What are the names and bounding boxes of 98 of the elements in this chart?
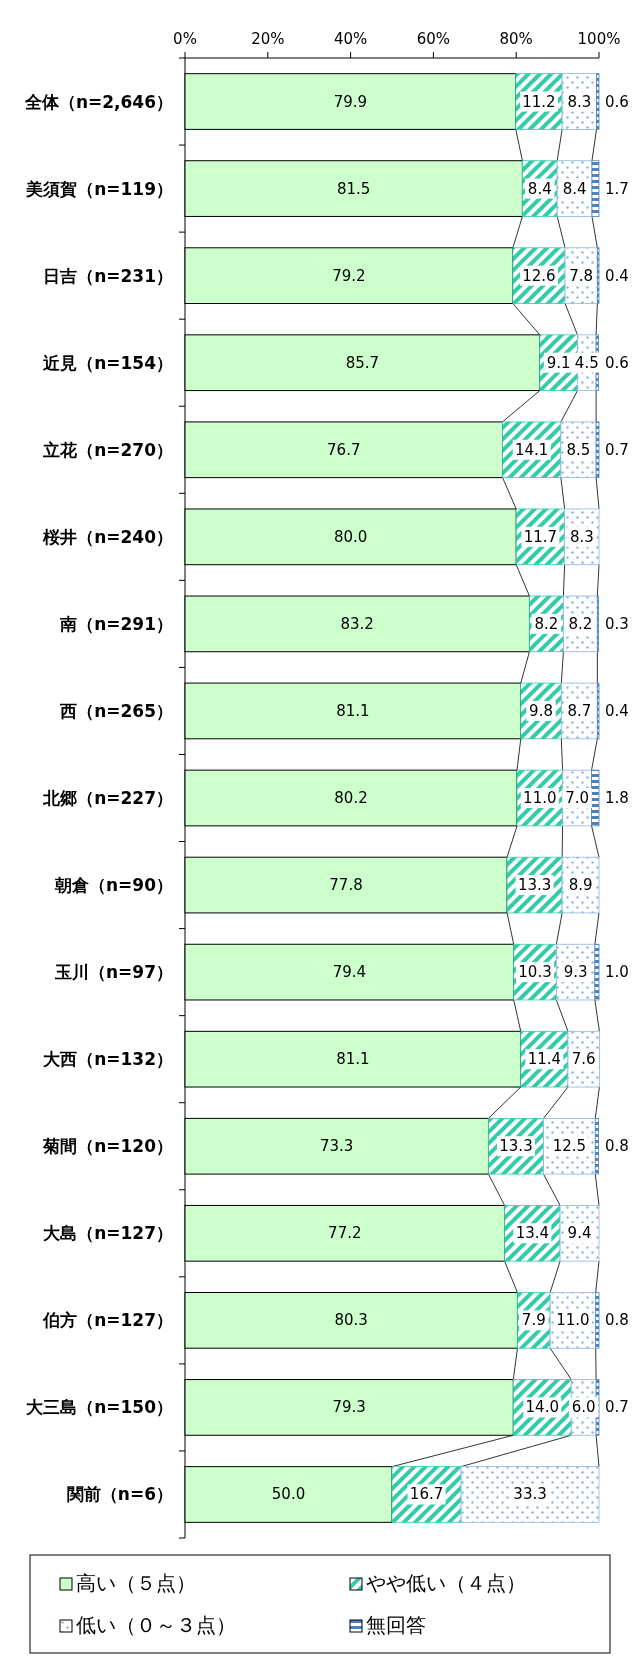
data-label: 12.5 bbox=[552, 1137, 587, 1156]
data-label: 81.5 bbox=[337, 179, 371, 198]
data-label: 0.8 bbox=[605, 1311, 629, 1330]
data-label: 81.1 bbox=[336, 1050, 370, 1069]
data-label: 83.2 bbox=[340, 614, 374, 633]
data-label: 8.3 bbox=[567, 92, 592, 111]
y-tick-label: 全体（n=2,646） bbox=[23, 91, 173, 112]
legend-label: 低い（０～３点） bbox=[76, 1613, 236, 1637]
bar bbox=[591, 160, 600, 217]
data-label: 11.0 bbox=[523, 789, 557, 807]
x-tick-label: 100% bbox=[577, 30, 621, 48]
bar bbox=[595, 1292, 600, 1349]
data-label: 13.3 bbox=[499, 1137, 533, 1156]
data-label: 0.7 bbox=[605, 1398, 629, 1417]
data-label: 12.6 bbox=[522, 266, 556, 285]
y-tick-label: 大西（n=132） bbox=[43, 1049, 173, 1070]
data-label: 14.1 bbox=[515, 440, 549, 459]
data-label: 8.4 bbox=[562, 179, 587, 198]
data-label: 77.2 bbox=[328, 1224, 362, 1243]
bar bbox=[594, 1117, 599, 1175]
y-tick-label: 玉川（n=97） bbox=[53, 962, 173, 983]
data-label: 13.4 bbox=[515, 1224, 550, 1243]
data-label: 16.7 bbox=[409, 1485, 444, 1504]
data-label: 9.1 bbox=[546, 353, 571, 372]
data-label: 11.2 bbox=[522, 92, 556, 111]
data-label: 14.0 bbox=[525, 1398, 559, 1417]
data-label: 80.0 bbox=[333, 527, 368, 546]
data-label: 0.6 bbox=[605, 92, 629, 111]
data-label: 11.7 bbox=[523, 527, 558, 546]
legend-label: 高い（５点） bbox=[76, 1571, 196, 1595]
data-label: 7.8 bbox=[569, 266, 594, 285]
data-label: 79.2 bbox=[332, 266, 366, 285]
y-tick-label: 関前（n=6） bbox=[66, 1484, 173, 1505]
x-tick-label: 0% bbox=[173, 30, 197, 48]
data-label: 79.4 bbox=[332, 963, 367, 982]
x-tick-label: 80% bbox=[499, 30, 533, 48]
data-label: 1.7 bbox=[605, 179, 629, 198]
data-label: 77.8 bbox=[329, 876, 363, 895]
x-tick-label: 60% bbox=[416, 30, 451, 48]
data-label: 85.7 bbox=[345, 353, 380, 372]
y-tick-label: 大三島（n=150） bbox=[26, 1397, 173, 1418]
data-label: 0.6 bbox=[605, 353, 629, 372]
data-label: 7.0 bbox=[565, 789, 589, 807]
bar bbox=[595, 421, 600, 479]
data-label: 80.2 bbox=[334, 789, 368, 807]
data-label: 1.0 bbox=[605, 963, 629, 982]
data-label: 11.0 bbox=[556, 1311, 590, 1330]
data-label: 8.4 bbox=[527, 179, 552, 198]
y-tick-label: 菊間（n=120） bbox=[42, 1136, 173, 1157]
data-label: 9.3 bbox=[563, 963, 588, 982]
legend-label: やや低い（４点） bbox=[366, 1571, 526, 1595]
x-tick-label: 20% bbox=[251, 30, 285, 48]
data-label: 0.7 bbox=[605, 440, 629, 459]
data-label: 6.0 bbox=[571, 1398, 596, 1417]
y-tick-label: 西（n=265） bbox=[59, 700, 173, 721]
data-label: 8.2 bbox=[534, 614, 559, 633]
data-label: 0.4 bbox=[605, 701, 629, 720]
data-label: 0.3 bbox=[605, 614, 629, 633]
bar bbox=[596, 73, 600, 130]
data-label: 7.6 bbox=[571, 1050, 596, 1069]
legend-label: 無回答 bbox=[366, 1613, 426, 1637]
data-label: 79.3 bbox=[332, 1398, 366, 1417]
data-label: 79.9 bbox=[333, 92, 368, 111]
data-label: 8.7 bbox=[567, 701, 592, 720]
x-tick-label: 40% bbox=[333, 30, 368, 48]
data-label: 10.3 bbox=[518, 963, 552, 982]
data-label: 8.2 bbox=[568, 614, 593, 633]
y-tick-label: 美須賀（n=119） bbox=[25, 178, 173, 199]
data-label: 80.3 bbox=[334, 1311, 368, 1330]
data-label: 81.1 bbox=[336, 701, 370, 720]
data-label: 4.5 bbox=[574, 353, 599, 372]
data-label: 11.4 bbox=[527, 1050, 562, 1069]
data-label: 13.3 bbox=[517, 876, 552, 895]
data-label: 73.3 bbox=[320, 1137, 354, 1156]
data-label: 50.0 bbox=[271, 1485, 306, 1504]
y-tick-label: 日吉（n=231） bbox=[43, 265, 173, 286]
y-tick-label: 南（n=291） bbox=[59, 613, 173, 634]
y-tick-label: 桜井（n=240） bbox=[42, 526, 173, 547]
y-tick-label: 大島（n=127） bbox=[43, 1223, 173, 1244]
data-label: 0.8 bbox=[605, 1137, 629, 1156]
data-label: 7.9 bbox=[521, 1311, 546, 1330]
bar bbox=[460, 1466, 600, 1523]
y-tick-label: 近見（n=154） bbox=[42, 352, 173, 373]
data-label: 8.9 bbox=[568, 876, 593, 895]
data-label: 9.4 bbox=[567, 1224, 592, 1243]
bar bbox=[591, 769, 600, 827]
y-tick-label: 朝倉（n=90） bbox=[53, 875, 173, 896]
data-label: 8.5 bbox=[566, 440, 591, 459]
bar bbox=[594, 943, 600, 1001]
data-label: 1.8 bbox=[605, 789, 629, 807]
y-tick-label: 伯方（n=127） bbox=[42, 1310, 173, 1331]
data-label: 33.3 bbox=[513, 1485, 547, 1504]
data-label: 9.8 bbox=[529, 701, 553, 720]
data-label: 0.4 bbox=[605, 266, 629, 285]
y-tick-label: 立花（n=270） bbox=[42, 439, 173, 460]
data-label: 76.7 bbox=[327, 440, 361, 459]
y-tick-label: 北郷（n=227） bbox=[42, 788, 173, 808]
data-label: 8.3 bbox=[569, 527, 594, 546]
